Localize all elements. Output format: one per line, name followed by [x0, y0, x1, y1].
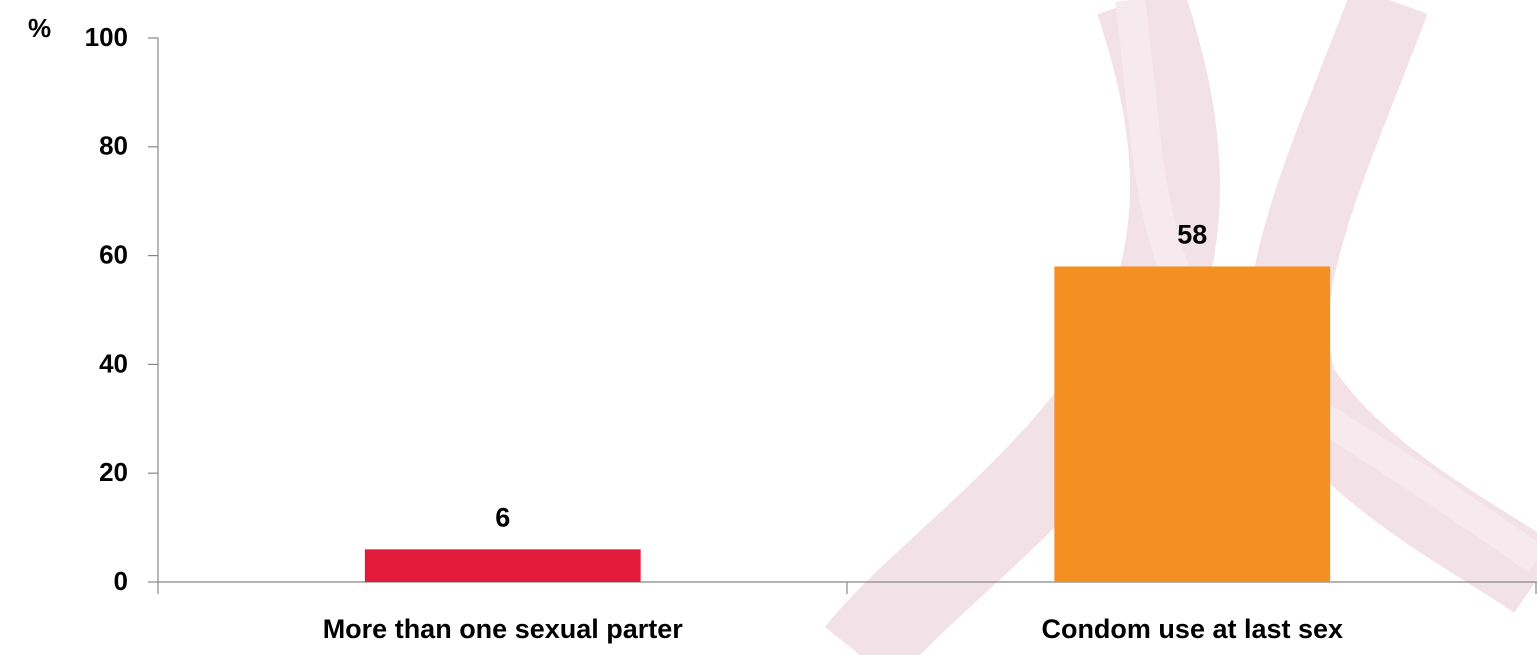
y-axis-label: %	[28, 13, 51, 43]
bar	[364, 549, 641, 582]
y-tick-label: 0	[114, 566, 128, 596]
x-tick-label: Condom use at last sex	[1041, 614, 1343, 644]
y-tick-label: 20	[99, 457, 128, 487]
y-tick-label: 40	[99, 348, 128, 378]
y-tick-label: 60	[99, 239, 128, 269]
x-tick-label: More than one sexual parter	[323, 614, 684, 644]
y-tick-label: 80	[99, 131, 128, 161]
bar	[1054, 266, 1331, 582]
value-label: 6	[495, 502, 510, 532]
value-label: 58	[1177, 220, 1207, 250]
y-tick-label: 100	[85, 22, 128, 52]
